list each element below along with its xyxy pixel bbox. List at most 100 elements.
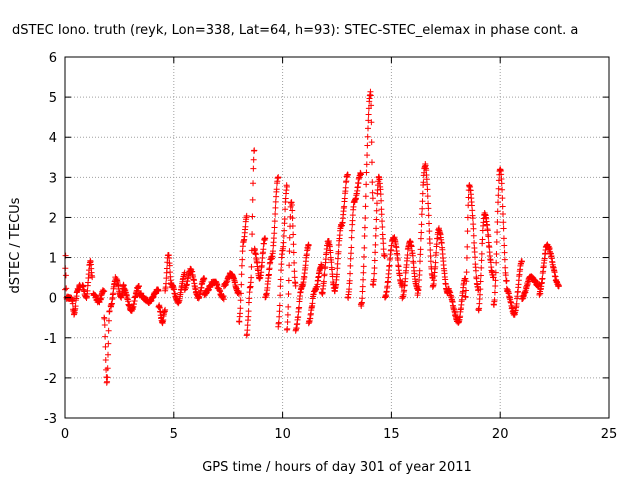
data-point bbox=[555, 282, 562, 289]
data-point bbox=[373, 225, 380, 232]
data-point bbox=[104, 365, 111, 372]
data-point bbox=[478, 257, 485, 264]
data-point bbox=[360, 276, 367, 283]
data-point bbox=[518, 258, 525, 265]
data-point bbox=[237, 310, 244, 317]
data-point bbox=[463, 278, 470, 285]
data-point bbox=[360, 263, 367, 270]
data-point bbox=[166, 254, 173, 261]
data-point bbox=[416, 267, 423, 274]
data-point bbox=[290, 249, 297, 256]
data-point bbox=[275, 319, 282, 326]
data-point bbox=[347, 270, 354, 277]
y-tick-label: 5 bbox=[49, 91, 57, 106]
data-point bbox=[472, 254, 479, 261]
data-point bbox=[295, 313, 302, 320]
data-point bbox=[361, 253, 368, 260]
data-point bbox=[501, 256, 508, 263]
data-point bbox=[500, 225, 507, 232]
data-points bbox=[62, 88, 562, 386]
data-point bbox=[341, 195, 348, 202]
data-point bbox=[491, 297, 498, 304]
data-point bbox=[432, 259, 439, 266]
data-point bbox=[462, 294, 469, 301]
y-tick-label: 6 bbox=[49, 51, 57, 66]
data-point bbox=[427, 258, 434, 265]
x-tick-label: 5 bbox=[170, 427, 178, 442]
data-point bbox=[485, 233, 492, 240]
data-point bbox=[473, 275, 480, 282]
data-point bbox=[347, 255, 354, 262]
data-point bbox=[362, 203, 369, 210]
data-point bbox=[424, 181, 431, 188]
data-point bbox=[367, 92, 374, 99]
data-point bbox=[237, 305, 244, 312]
data-point bbox=[248, 263, 255, 270]
data-point bbox=[378, 211, 385, 218]
data-point bbox=[347, 262, 354, 269]
data-point bbox=[348, 234, 355, 241]
y-tick-label: -1 bbox=[44, 332, 57, 347]
data-point bbox=[276, 308, 283, 315]
data-point bbox=[249, 196, 256, 203]
data-point bbox=[420, 179, 427, 186]
data-point bbox=[346, 286, 353, 293]
data-point bbox=[499, 195, 506, 202]
data-point bbox=[291, 268, 298, 275]
data-point bbox=[372, 241, 379, 248]
data-point bbox=[272, 198, 279, 205]
data-point bbox=[426, 220, 433, 227]
data-point bbox=[479, 236, 486, 243]
data-point bbox=[102, 343, 109, 350]
data-point bbox=[477, 286, 484, 293]
data-point bbox=[237, 297, 244, 304]
data-point bbox=[102, 333, 109, 340]
data-point bbox=[477, 278, 484, 285]
data-point bbox=[463, 287, 470, 294]
data-point bbox=[363, 169, 370, 176]
data-point bbox=[237, 290, 244, 297]
data-point bbox=[472, 267, 479, 274]
data-point bbox=[106, 308, 113, 315]
x-tick-label: 25 bbox=[601, 427, 618, 442]
data-point bbox=[62, 272, 69, 279]
data-point bbox=[166, 262, 173, 269]
data-point bbox=[250, 165, 257, 172]
data-point bbox=[238, 281, 245, 288]
data-point bbox=[162, 306, 169, 313]
data-point bbox=[334, 271, 340, 278]
data-point bbox=[89, 274, 96, 281]
data-point bbox=[471, 249, 478, 255]
data-point bbox=[250, 180, 257, 187]
data-point bbox=[368, 159, 375, 166]
data-point bbox=[493, 238, 500, 245]
data-point bbox=[464, 228, 471, 235]
data-point bbox=[63, 285, 70, 292]
data-point bbox=[291, 259, 298, 266]
data-point bbox=[359, 295, 366, 302]
data-point bbox=[364, 152, 371, 159]
data-point bbox=[378, 206, 385, 213]
data-point bbox=[463, 269, 470, 276]
data-point bbox=[248, 274, 255, 281]
data-point bbox=[242, 223, 249, 230]
x-tick-label: 20 bbox=[492, 427, 509, 442]
data-point bbox=[425, 212, 432, 219]
data-point bbox=[201, 275, 208, 282]
data-point bbox=[250, 156, 257, 163]
data-point bbox=[500, 235, 507, 242]
data-point bbox=[104, 374, 111, 381]
data-point bbox=[503, 277, 510, 284]
data-point bbox=[101, 321, 108, 328]
data-point bbox=[423, 176, 430, 183]
data-point bbox=[84, 287, 91, 294]
data-point bbox=[464, 243, 471, 250]
data-point bbox=[369, 195, 376, 202]
data-point bbox=[328, 259, 335, 266]
data-point bbox=[361, 244, 368, 251]
data-point bbox=[379, 218, 386, 225]
data-point bbox=[105, 340, 112, 347]
data-point bbox=[220, 296, 227, 303]
data-point bbox=[346, 277, 353, 284]
data-point bbox=[426, 228, 433, 235]
